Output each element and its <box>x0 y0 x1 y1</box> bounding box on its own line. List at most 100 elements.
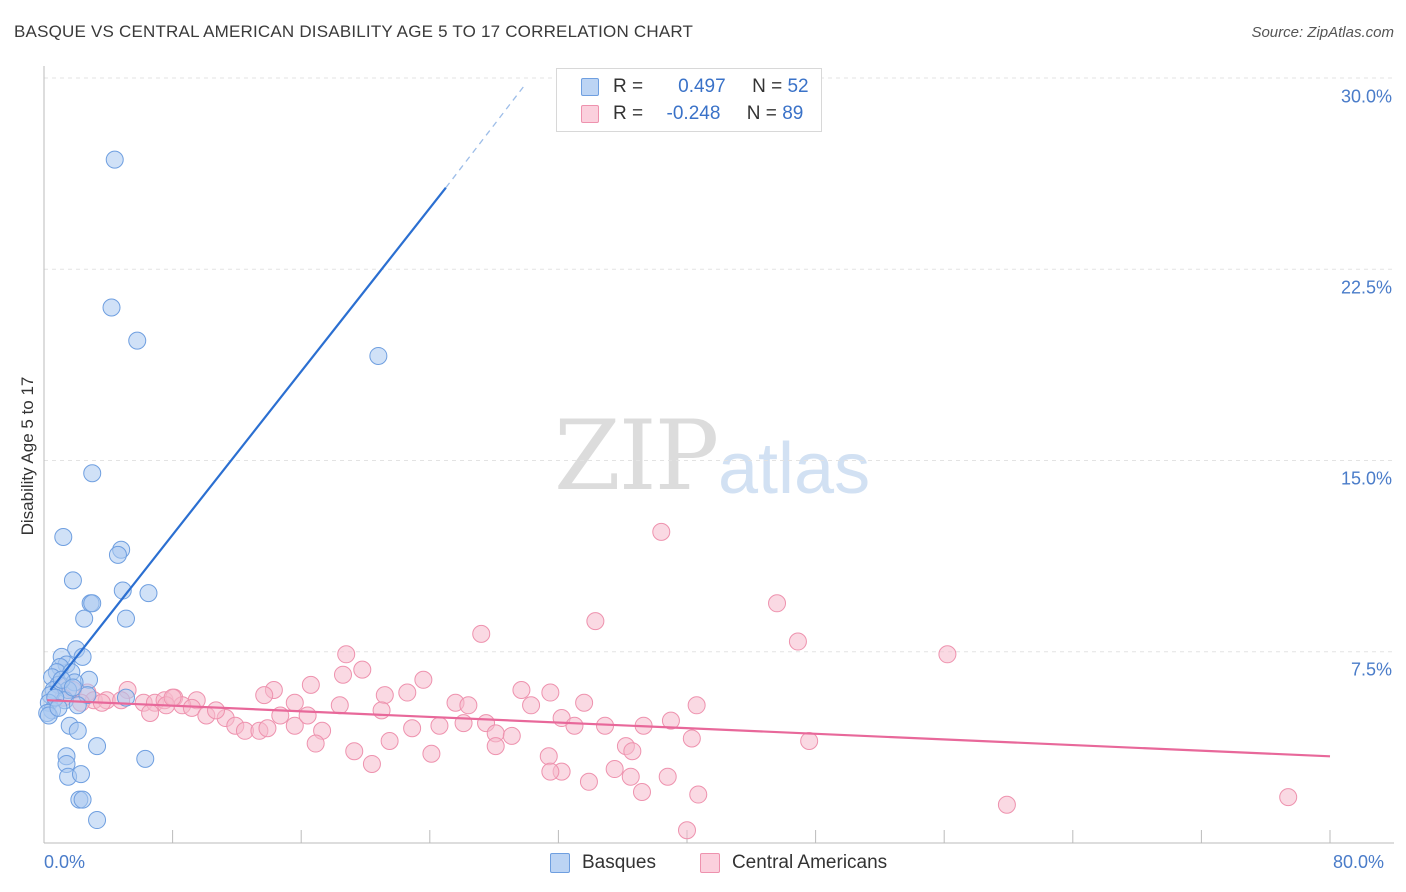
central-american-point <box>623 742 642 761</box>
central-american-point <box>285 693 304 712</box>
central-american-point <box>472 624 491 643</box>
legend-r-value: 0.497 <box>678 76 726 97</box>
legend-swatch-blue <box>581 78 599 96</box>
central-american-point <box>652 522 671 541</box>
central-american-point <box>586 612 605 631</box>
central-american-point <box>345 742 364 761</box>
x-tick-label: 0.0% <box>44 852 86 872</box>
legend-r-label: R = <box>613 103 644 124</box>
basque-point <box>73 790 92 809</box>
central-american-point <box>682 729 701 748</box>
basque-point <box>139 584 158 603</box>
central-american-point <box>398 683 417 702</box>
legend-series-label: Central Americans <box>731 852 888 873</box>
legend-r-value: -0.248 <box>666 103 721 124</box>
central-american-point <box>430 716 449 735</box>
y-tick-label: 30.0% <box>1340 86 1392 107</box>
source-label: Source: ZipAtlas.com <box>1251 24 1394 41</box>
central-american-trend-line <box>47 699 1331 758</box>
central-american-point <box>301 675 320 694</box>
central-american-point <box>414 670 433 689</box>
basque-point <box>116 688 135 707</box>
series-legend: Basques Central Americans <box>550 852 931 874</box>
basque-point <box>83 594 102 613</box>
central-american-point <box>333 665 352 684</box>
y-tick-label: 7.5% <box>1350 659 1392 680</box>
central-american-point <box>285 716 304 735</box>
basque-point <box>88 737 107 756</box>
central-american-point <box>375 686 394 705</box>
central-american-point <box>661 711 680 730</box>
central-american-point <box>255 686 274 705</box>
watermark-zip: ZIP <box>554 400 719 512</box>
basque-point <box>105 150 124 169</box>
central-american-point <box>141 703 160 722</box>
central-american-point <box>632 783 651 801</box>
central-american-point <box>579 772 598 791</box>
basque-point <box>116 609 135 628</box>
central-american-point <box>298 706 317 725</box>
central-american-point <box>678 821 696 840</box>
watermark-atlas: atlas <box>718 429 871 509</box>
x-tick-label: 80.0% <box>1333 852 1385 872</box>
basque-point <box>83 464 102 483</box>
central-american-point <box>362 754 381 773</box>
central-american-point <box>621 767 640 786</box>
legend-n-value: 52 <box>787 76 809 97</box>
legend-n-label: N = <box>752 76 783 97</box>
legend-n-label: N = <box>746 103 777 124</box>
central-american-point <box>541 683 560 702</box>
central-american-point <box>565 716 584 735</box>
central-american-point <box>306 734 325 753</box>
central-american-point <box>353 660 372 679</box>
central-american-point <box>403 719 422 738</box>
central-american-point <box>1279 788 1298 807</box>
central-american-point <box>539 747 558 766</box>
legend-item-central-americans: Central Americans <box>699 852 888 874</box>
central-american-point <box>502 726 521 745</box>
legend-swatch-pink <box>581 105 599 123</box>
central-american-point <box>512 681 531 699</box>
legend-series-label: Basques <box>582 852 656 873</box>
central-american-point <box>541 762 560 781</box>
y-axis-label: Disability Age 5 to 17 <box>18 376 37 536</box>
legend-r-label: R = <box>613 76 644 97</box>
y-tick-label: 15.0% <box>1340 468 1392 489</box>
central-american-point <box>768 594 787 613</box>
basque-point <box>71 765 90 784</box>
central-american-point <box>380 732 399 750</box>
central-american-point <box>337 645 356 664</box>
central-american-point <box>800 732 819 750</box>
basque-point <box>108 545 127 564</box>
basque-point <box>369 346 388 365</box>
central-american-point <box>459 696 478 715</box>
legend-row-central-americans: R = -0.248 N = 89 <box>581 103 803 125</box>
central-american-point <box>788 632 807 651</box>
basque-point <box>63 678 82 697</box>
central-american-point <box>689 785 708 804</box>
correlation-legend: R = 0.497 N = 52 R = -0.248 N = 89 <box>556 68 822 132</box>
basque-point <box>49 698 68 717</box>
central-american-point <box>207 701 226 720</box>
central-american-point <box>687 696 706 715</box>
central-american-point <box>605 760 624 779</box>
central-american-point <box>938 645 957 664</box>
legend-row-basques: R = 0.497 N = 52 <box>581 76 809 98</box>
chart-title: BASQUE VS CENTRAL AMERICAN DISABILITY AG… <box>14 22 694 41</box>
basque-point <box>68 721 87 740</box>
legend-swatch-blue <box>550 853 570 873</box>
central-american-point <box>372 701 391 720</box>
central-american-point <box>997 795 1016 814</box>
legend-n-value: 89 <box>782 103 804 124</box>
legend-item-basques: Basques <box>550 852 656 874</box>
legend-swatch-pink <box>699 853 720 873</box>
central-american-point <box>658 767 677 786</box>
central-american-point <box>163 688 182 707</box>
central-american-point <box>422 744 441 763</box>
basque-point <box>136 749 155 768</box>
basque-trend-extension <box>445 82 527 189</box>
basque-trend-line <box>49 186 447 691</box>
central-american-point <box>575 693 594 712</box>
basque-point <box>102 298 121 317</box>
